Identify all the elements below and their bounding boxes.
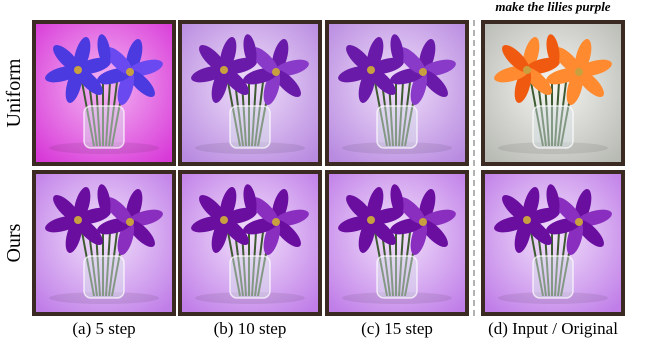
flower-center <box>220 216 228 224</box>
vase <box>84 256 124 298</box>
vase <box>230 106 270 148</box>
row-label: Ours <box>3 223 25 262</box>
image <box>325 20 469 166</box>
column-caption: (c) 15 step <box>361 319 433 338</box>
vase <box>377 256 417 298</box>
figure: make the lilies purple Uniform Ours (a) … <box>0 0 650 347</box>
vase <box>533 256 573 298</box>
image <box>178 170 322 316</box>
flower-center <box>367 216 375 224</box>
row-label: Uniform <box>3 58 25 127</box>
flower-center <box>419 68 427 76</box>
flower-center <box>272 218 280 226</box>
flower-center <box>74 216 82 224</box>
image <box>481 170 625 316</box>
flower-center <box>575 68 583 76</box>
vase <box>533 106 573 148</box>
prompt: make the lilies purple <box>495 0 610 14</box>
vase <box>377 106 417 148</box>
image <box>178 20 322 166</box>
vase <box>84 106 124 148</box>
flower-center <box>419 218 427 226</box>
image <box>32 170 176 316</box>
vase <box>230 256 270 298</box>
flower-center <box>272 68 280 76</box>
image <box>32 20 176 166</box>
flower-center <box>523 216 531 224</box>
image <box>325 170 469 316</box>
image <box>481 20 625 166</box>
column-caption: (a) 5 step <box>72 319 135 338</box>
flower-center <box>126 218 134 226</box>
column-caption: (b) 10 step <box>214 319 287 338</box>
flower-center <box>367 66 375 74</box>
flower-center <box>126 68 134 76</box>
flower-center <box>523 66 531 74</box>
flower-center <box>220 66 228 74</box>
column-caption: (d) Input / Original <box>488 319 618 338</box>
flower-center <box>575 218 583 226</box>
flower-center <box>74 66 82 74</box>
